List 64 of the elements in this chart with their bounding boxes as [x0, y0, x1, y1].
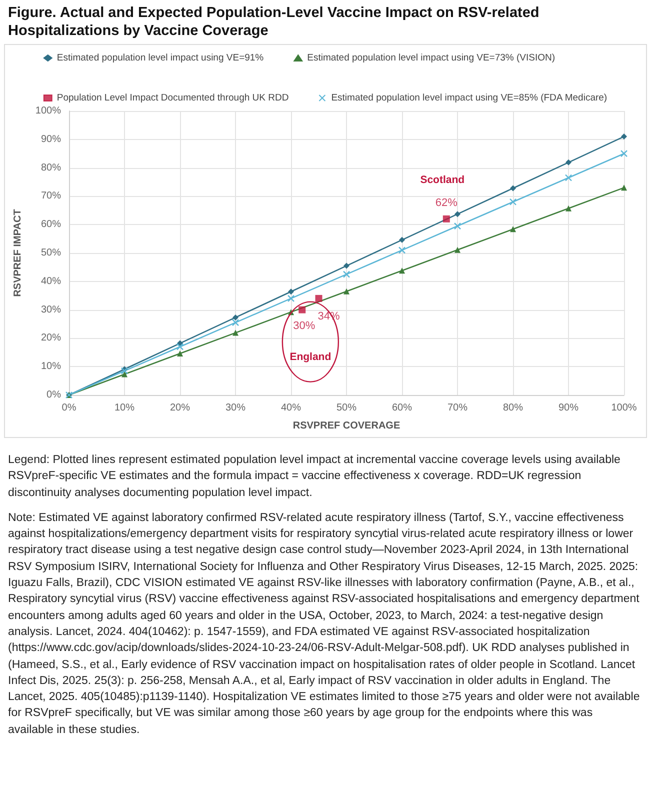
point — [621, 184, 627, 191]
y-tick-label: 20% — [40, 332, 62, 344]
x-tick-label: 10% — [114, 402, 135, 414]
y-tick-label: 70% — [40, 190, 62, 202]
point — [287, 294, 295, 302]
annotation: England — [290, 350, 332, 363]
point — [298, 306, 306, 314]
point — [510, 185, 516, 192]
x-tick-label: 90% — [558, 402, 579, 414]
y-tick-label: 60% — [40, 219, 62, 230]
point — [566, 159, 572, 166]
point — [454, 211, 460, 218]
point — [288, 288, 294, 295]
point — [315, 294, 322, 302]
point — [122, 371, 128, 378]
y-tick-label: 30% — [40, 304, 62, 316]
point — [510, 226, 516, 232]
y-tick-label: 90% — [40, 134, 62, 145]
point — [399, 236, 405, 243]
point — [398, 246, 406, 254]
y-tick-label: 50% — [40, 248, 62, 258]
legend-label: Population Level Impact Documented through UK RDD — [56, 92, 289, 104]
legend-label: Estimated population level impact using VE=91% — [56, 52, 264, 64]
annotation: Scotland — [420, 174, 465, 186]
point — [177, 350, 183, 357]
legend-label: Estimated population level impact using VE=85% (FDA Medicare) — [331, 92, 608, 104]
chart-title: Figure. Actual and Expected Population-Level Vaccine Impact on RSV-related Hospitalizations by Vaccine Coverage — [8, 4, 540, 40]
y-tick-label: 40% — [40, 276, 62, 287]
x-tick-label: 30% — [225, 402, 246, 414]
point — [344, 262, 350, 269]
point — [442, 215, 450, 222]
point — [454, 246, 460, 253]
x-tick-label: 100% — [611, 402, 637, 414]
point — [344, 288, 350, 294]
point — [232, 318, 240, 326]
data-label: 30% — [293, 320, 316, 332]
x-tick-label: 80% — [502, 402, 524, 414]
point — [232, 330, 238, 336]
point — [176, 343, 184, 350]
x-tick-label: 0% — [62, 402, 76, 414]
point — [621, 134, 627, 140]
y-axis-title: RSVPREF IMPACT — [12, 209, 24, 297]
point — [566, 205, 572, 212]
point — [232, 314, 238, 320]
x-tick-label: 40% — [280, 402, 302, 414]
point — [399, 268, 405, 274]
x-tick-label: 20% — [170, 402, 190, 414]
point — [342, 270, 350, 278]
point — [509, 198, 517, 206]
text: Note: Estimated VE against laboratory confirmed RSV-related acute respiratory illness (Tartof, S.Y., vaccine effectiveness against hospitalizations/emergency department visits for respiratory syncytial virus-related acute respiratory illness or lower respiratory tract disease using a test negative design case control study—November 2023-April 2024, in 13th International RSV Symposium ISIRV, International Society for Influenza and Other Respiratory Virus Diseases, 12-15 March, 2025. 2025: Iguazu Falls, Brazil), CDC VISION estimated VE against RSV-like illnesses with laboratory confirmation (Payne, A.B., et al., Respiratory syncytial virus (RSV) vaccine effectiveness against RSV-associated hospitalisations and emergency department encounters among adults aged 60 years and older in the USA, October, 2023, to March, 2024: a test-negative design analysis. Lancet, 2024. 404(10462): p. 1547-1559), and FDA estimated VE against RSV-associated hospitalization (https://www.cdc.gov/acip/downloads/slides-2024-10-23-24/06-RSV-Adult-Melgar-508.pdf). UK RDD analyses published in (Hameed, S.S., et al., Early evidence of RSV vaccination impact on hospitalisation rates of older people in Scotland. Lancet Infect Dis, 2025. 25(3): p. 256-258, Mensah A.A., et al, Early impact of RSV vaccination in older adults in England. The Lancet, 2025. 405(10485):p1139-1140). Hospitalization VE estimates limited to those ≥75 years and older were not available for RSVpreF specifically, but VE was similar among those ≥60 years by age group for the endpoints where this was available in these studies. — [8, 512, 640, 736]
legend-label: Estimated population level impact using VE=73% (VISION) — [307, 52, 556, 64]
x-axis-title: RSVPREF COVERAGE — [292, 420, 400, 432]
x-tick-label: 50% — [336, 402, 357, 414]
y-tick-label: 10% — [40, 361, 62, 372]
x-tick-label: 60% — [392, 402, 412, 414]
point — [620, 150, 628, 158]
x-tick-label: 70% — [447, 402, 468, 414]
text: Legend: Plotted lines represent estimated population level impact at incremental vaccine coverage levels using available RSVpreF-specific VE estimates and the formula impact = vaccine effectiveness x coverage. RDD=UK regression discontinuity analyses documenting population level impact. — [8, 453, 622, 501]
point — [454, 222, 462, 230]
point — [564, 174, 572, 182]
y-tick-label: 100% — [35, 106, 62, 116]
y-tick-label: 0% — [46, 390, 62, 400]
y-tick-label: 80% — [40, 162, 62, 174]
data-label: 62% — [435, 196, 458, 209]
